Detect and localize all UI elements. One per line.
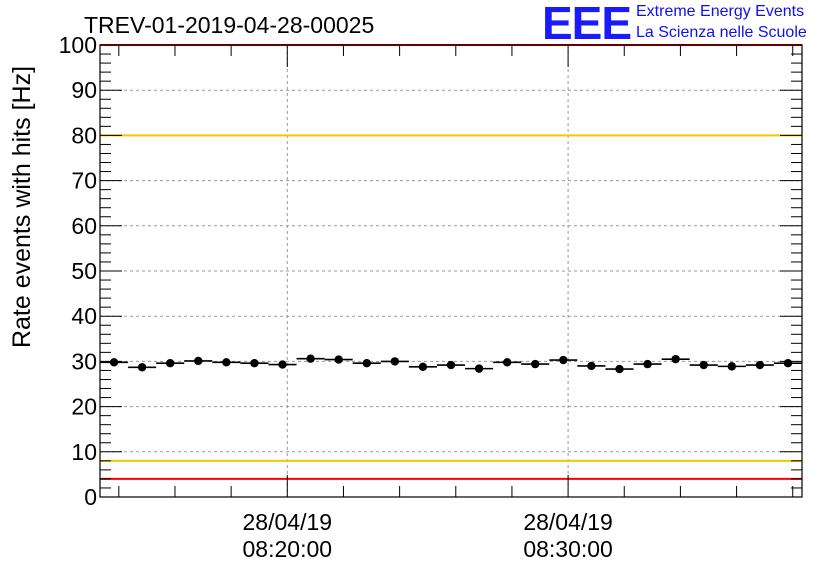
y-tick-label: 20: [71, 394, 97, 420]
data-point: [222, 358, 231, 367]
threshold-lines: [100, 44, 802, 480]
y-tick-label: 100: [59, 32, 97, 58]
data-point: [334, 355, 343, 364]
y-tick-label: 0: [84, 484, 97, 510]
data-point: [306, 354, 315, 363]
data-point: [137, 363, 147, 372]
x-tick-label-time: 08:20:00: [243, 536, 333, 562]
eee-logo-mark: EEE: [542, 0, 632, 49]
data-point: [166, 359, 175, 368]
x-tick-label-time: 08:30:00: [523, 536, 613, 562]
data-point: [194, 356, 203, 366]
y-tick-label: 10: [71, 439, 97, 465]
y-tick-label: 80: [71, 122, 97, 148]
chart-title: TREV-01-2019-04-28-00025: [84, 12, 374, 38]
data-point: [502, 358, 512, 367]
data-point: [783, 359, 793, 368]
data-point: [474, 364, 484, 373]
data-point: [559, 355, 568, 365]
data-point: [755, 360, 765, 370]
data-point: [615, 364, 624, 374]
data-point: [390, 357, 400, 366]
axis-tick-labels: 010203040506070809010028/04/1908:20:0028…: [59, 32, 613, 562]
data-point: [109, 358, 119, 367]
data-points: [100, 354, 802, 374]
data-point: [362, 359, 371, 368]
y-tick-label: 70: [71, 168, 97, 194]
data-point: [446, 360, 456, 370]
grid: [100, 45, 802, 497]
y-tick-label: 90: [71, 77, 97, 103]
x-tick-label-date: 28/04/19: [523, 509, 613, 535]
data-point: [250, 359, 259, 368]
data-point: [278, 360, 287, 369]
x-tick-label-date: 28/04/19: [243, 509, 333, 535]
data-point: [587, 361, 596, 371]
data-point: [727, 362, 736, 371]
data-point: [643, 359, 652, 369]
logo-line-2: La Scienza nelle Scuole: [636, 24, 807, 41]
data-point: [531, 359, 540, 369]
y-tick-label: 60: [71, 213, 97, 239]
y-tick-label: 30: [71, 348, 97, 374]
data-point: [671, 354, 680, 364]
y-axis-label: Rate events with hits [Hz]: [8, 66, 36, 348]
data-point: [418, 362, 428, 372]
y-tick-label: 40: [71, 303, 97, 329]
data-point: [699, 360, 708, 370]
logo-line-1: Extreme Energy Events: [636, 3, 805, 20]
axis-ticks: [100, 44, 802, 498]
y-tick-label: 50: [71, 258, 97, 284]
